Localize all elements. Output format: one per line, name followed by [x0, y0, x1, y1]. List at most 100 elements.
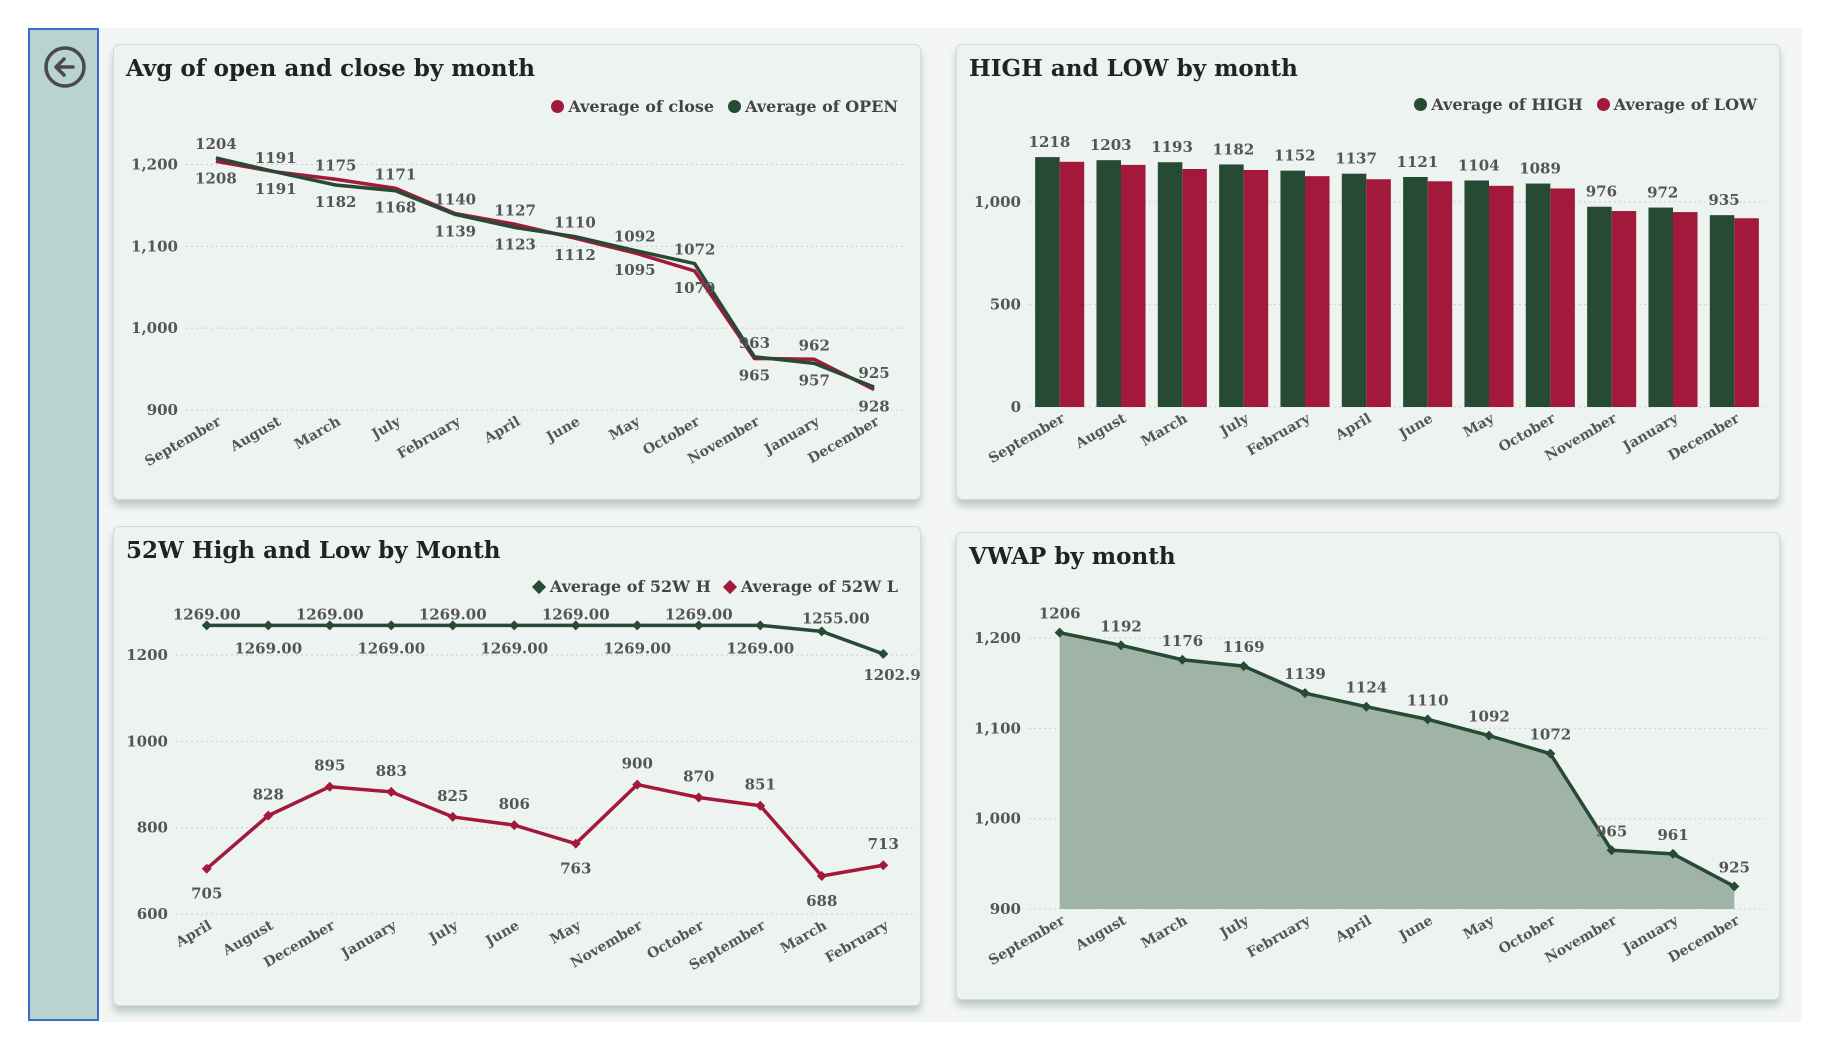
- marker-vwap: [1054, 627, 1065, 638]
- marker-52w-low: [324, 781, 335, 792]
- data-label: 1139: [434, 222, 476, 240]
- bar-low: [1550, 188, 1575, 407]
- data-label: 1269.00: [357, 639, 425, 657]
- data-label: 1269.00: [542, 605, 610, 623]
- data-label: 963: [739, 334, 770, 352]
- marker-vwap: [1729, 881, 1740, 892]
- chart-panel-high-low: HIGH and LOW by month Average of HIGH Av…: [956, 44, 1780, 500]
- bar-low: [1305, 176, 1330, 407]
- data-label: 925: [1719, 858, 1750, 876]
- y-tick-label: 900: [990, 900, 1021, 918]
- data-label: 1202.91: [863, 666, 920, 684]
- y-tick-label: 0: [1011, 398, 1021, 416]
- data-label: 1123: [494, 236, 536, 254]
- bar-high: [1464, 180, 1489, 407]
- marker-52w-high: [816, 626, 827, 637]
- x-tick-label: June: [1395, 411, 1436, 444]
- data-label: 957: [799, 371, 830, 389]
- bar-low: [1182, 168, 1207, 407]
- y-tick-label: 1,000: [131, 319, 178, 337]
- x-tick-label: June: [542, 414, 583, 447]
- marker-52w-high: [509, 620, 520, 631]
- marker-52w-low: [509, 820, 520, 831]
- area-chart-vwap: 900 1,000 1,100 1,200 September August March Ju…: [974, 605, 1765, 969]
- bar-high: [1280, 170, 1305, 407]
- y-tick-label: 500: [990, 295, 1021, 313]
- legend-label: Average of close: [568, 97, 715, 116]
- x-tick-label: March: [778, 918, 830, 957]
- legend-label: Average of 52W L: [740, 577, 898, 596]
- x-tick-label: June: [1395, 913, 1436, 946]
- marker-52w-high: [693, 620, 704, 631]
- marker-52w-low: [878, 860, 889, 871]
- data-label: 1218: [1029, 133, 1071, 151]
- data-label: 1092: [1468, 708, 1510, 726]
- series-line-52w-low: [205, 782, 884, 878]
- data-label: 961: [1657, 826, 1688, 844]
- chart-title: HIGH and LOW by month: [969, 55, 1298, 82]
- data-label: 1176: [1161, 632, 1203, 650]
- data-label: 806: [499, 795, 530, 813]
- data-label: 1127: [494, 201, 536, 219]
- data-label: 1269.00: [665, 605, 733, 623]
- data-label: 1203: [1090, 136, 1132, 154]
- data-label: 965: [739, 366, 770, 384]
- marker-vwap: [1177, 654, 1188, 665]
- marker-52w-low: [263, 810, 274, 821]
- data-label: 1269.00: [726, 639, 794, 657]
- bar-low: [1734, 218, 1759, 407]
- data-label: 925: [858, 364, 889, 382]
- marker-vwap: [1545, 748, 1556, 759]
- data-label: 688: [806, 892, 837, 910]
- bar-high: [1035, 157, 1060, 407]
- data-label: 935: [1708, 191, 1739, 209]
- back-arrow-icon[interactable]: [42, 44, 88, 90]
- bar-high: [1587, 206, 1612, 407]
- legend-item-52w-low: Average of 52W L: [722, 577, 898, 596]
- x-tick-label: June: [481, 918, 522, 951]
- x-tick-label: May: [1461, 410, 1498, 441]
- series-line-vwap: [1059, 630, 1736, 888]
- y-tick-label: 800: [137, 819, 168, 837]
- data-label: 965: [1596, 822, 1627, 840]
- data-label: 895: [314, 757, 345, 775]
- x-tick-label: May: [606, 413, 643, 444]
- data-label: 1255.00: [802, 609, 870, 627]
- x-tick-label: April: [481, 414, 523, 448]
- marker-vwap: [1606, 845, 1617, 856]
- data-label: 1171: [375, 165, 417, 183]
- data-label: 870: [683, 768, 714, 786]
- chart-panel-vwap: VWAP by month 900 1,000 1,100 1,200 Septembe…: [956, 532, 1780, 1000]
- marker-52w-high: [570, 620, 581, 631]
- marker-vwap: [1238, 661, 1249, 672]
- data-label: 1169: [1223, 638, 1265, 656]
- legend-item-high: Average of HIGH: [1414, 95, 1583, 114]
- bar-low: [1611, 211, 1637, 407]
- x-tick-label: August: [1072, 912, 1129, 954]
- x-tick-label: April: [1332, 913, 1374, 947]
- bar-high: [1096, 160, 1121, 407]
- legend-label: Average of LOW: [1613, 95, 1757, 114]
- data-label: 713: [868, 835, 899, 853]
- y-tick-label: 1200: [126, 646, 168, 664]
- series-line-open: [215, 156, 875, 389]
- bar-chart-high-low: 0 500 1,000 September August March JulyFebruar…: [974, 133, 1765, 467]
- data-label: 1191: [255, 180, 297, 198]
- marker-52w-low: [693, 792, 704, 803]
- marker-52w-high: [447, 620, 458, 631]
- bar-low: [1366, 179, 1391, 407]
- data-label: 851: [745, 776, 776, 794]
- marker-52w-high: [263, 620, 274, 631]
- data-label: 928: [858, 398, 889, 416]
- x-tick-label: March: [1138, 913, 1190, 952]
- y-tick-label: 1,200: [131, 156, 178, 174]
- x-tick-label: February: [1244, 912, 1313, 961]
- marker-vwap: [1668, 848, 1678, 859]
- x-tick-label: September: [142, 413, 224, 470]
- data-label: 1192: [1100, 617, 1142, 635]
- data-label: 825: [437, 787, 468, 805]
- chart-title: 52W High and Low by Month: [126, 537, 501, 564]
- data-label: 1269.00: [603, 639, 671, 657]
- data-label: 1140: [434, 191, 476, 209]
